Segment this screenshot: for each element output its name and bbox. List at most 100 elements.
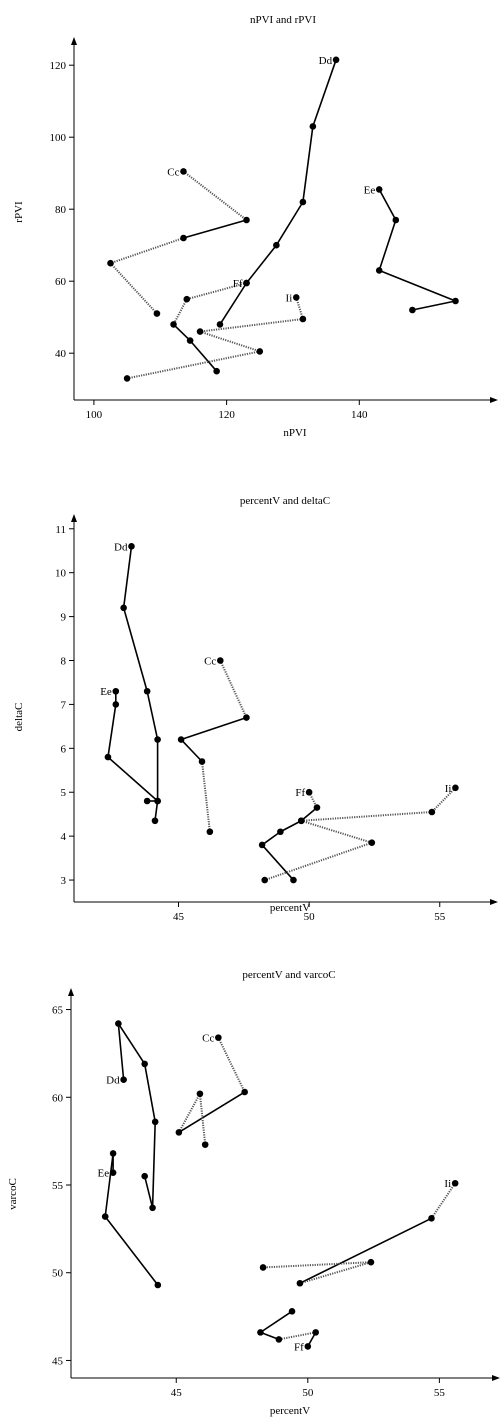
data-point bbox=[143, 687, 151, 695]
data-point bbox=[170, 321, 177, 328]
data-point bbox=[186, 337, 194, 344]
x-tick-label: 55 bbox=[434, 1387, 446, 1399]
data-point bbox=[367, 1258, 375, 1266]
data-point bbox=[104, 753, 112, 761]
x-axis-label: nPVI bbox=[283, 427, 307, 439]
series-segment bbox=[199, 318, 304, 333]
x-axis-arrow bbox=[490, 397, 498, 403]
series-segment bbox=[143, 1063, 156, 1122]
series-label: Ee bbox=[364, 184, 376, 196]
data-point bbox=[257, 1329, 264, 1336]
series-label: Cc bbox=[202, 1033, 214, 1045]
data-point bbox=[305, 788, 313, 796]
series-ee: Ee bbox=[100, 686, 161, 825]
data-point bbox=[123, 375, 131, 382]
data-point bbox=[206, 828, 214, 836]
series-label: Dd bbox=[106, 1075, 120, 1087]
x-tick-label: 45 bbox=[173, 911, 185, 923]
data-point bbox=[112, 687, 120, 695]
data-point bbox=[154, 1281, 162, 1289]
data-point bbox=[141, 1172, 148, 1180]
data-point bbox=[288, 1308, 296, 1315]
chart-marks: Dd Ee Cc Ii Ff bbox=[97, 1020, 459, 1353]
series-dd: Dd bbox=[114, 541, 161, 805]
series-segment bbox=[263, 1261, 372, 1269]
x-tick-label: 45 bbox=[171, 1387, 183, 1399]
chart-axes bbox=[68, 988, 500, 1381]
y-tick-label: 60 bbox=[52, 1092, 64, 1104]
data-point bbox=[452, 297, 459, 305]
data-point bbox=[290, 876, 297, 884]
series-segment bbox=[186, 282, 247, 301]
data-point bbox=[261, 876, 269, 884]
series-segment bbox=[219, 660, 248, 719]
series-segment bbox=[122, 546, 133, 608]
data-point bbox=[180, 168, 187, 175]
y-tick-label: 3 bbox=[61, 875, 67, 887]
series-segment bbox=[117, 1023, 146, 1065]
series-segment bbox=[189, 340, 218, 372]
y-tick-label: 9 bbox=[61, 612, 67, 624]
series-ii: Ii bbox=[123, 292, 307, 382]
series-label: Cc bbox=[167, 166, 179, 178]
series-segment bbox=[201, 761, 211, 832]
series-segment bbox=[178, 1093, 201, 1133]
y-tick-label: 5 bbox=[61, 787, 67, 799]
series-segment bbox=[172, 298, 188, 325]
series-label: Ii bbox=[444, 1178, 451, 1190]
data-point bbox=[216, 321, 224, 328]
chart-npvi-rpvi: nPVI and rPVI 100 120 140 40 60 80 100 120 Cc Dd… bbox=[13, 14, 498, 439]
series-cc: Cc bbox=[107, 166, 250, 317]
y-tick-label: 40 bbox=[55, 348, 67, 360]
data-point bbox=[259, 1264, 267, 1271]
y-axis-label: deltaC bbox=[13, 703, 25, 732]
series-segment bbox=[107, 756, 159, 802]
series-segment bbox=[378, 269, 456, 302]
series-ff: Ff bbox=[258, 787, 321, 884]
data-point bbox=[243, 279, 250, 287]
data-point bbox=[304, 1343, 312, 1350]
y-tick-label: 50 bbox=[52, 1268, 64, 1280]
series-segment bbox=[122, 607, 148, 692]
y-axis-label: rPVI bbox=[13, 201, 25, 223]
y-tick-label: 10 bbox=[55, 568, 67, 580]
data-point bbox=[375, 186, 383, 193]
data-point bbox=[241, 1088, 248, 1096]
series-ee: Ee bbox=[364, 184, 459, 314]
series-segment bbox=[199, 330, 261, 353]
y-tick-label: 45 bbox=[52, 1355, 64, 1367]
data-point bbox=[273, 241, 280, 249]
data-point bbox=[256, 348, 264, 355]
data-point bbox=[296, 1279, 304, 1287]
series-segment bbox=[151, 1121, 156, 1208]
data-point bbox=[258, 841, 266, 849]
series-segment bbox=[143, 1176, 154, 1209]
data-point bbox=[180, 234, 187, 242]
series-segment bbox=[117, 1023, 125, 1080]
data-point bbox=[143, 797, 151, 805]
series-segment bbox=[183, 219, 247, 239]
y-tick-label: 55 bbox=[52, 1180, 64, 1192]
data-point bbox=[112, 701, 120, 708]
series-segment bbox=[109, 262, 158, 315]
y-tick-label: 60 bbox=[55, 276, 67, 288]
series-segment bbox=[295, 297, 304, 320]
series-segment bbox=[217, 1037, 246, 1093]
data-point bbox=[452, 784, 459, 792]
series-segment bbox=[178, 1091, 246, 1134]
x-tick-label: 50 bbox=[304, 911, 316, 923]
series-label: Ii bbox=[445, 783, 452, 795]
y-tick-label: 7 bbox=[61, 699, 67, 711]
series-label: Dd bbox=[114, 541, 128, 553]
series-segment bbox=[378, 189, 397, 221]
series-segment bbox=[312, 59, 337, 127]
x-tick-label: 50 bbox=[302, 1387, 314, 1399]
series-segment bbox=[431, 787, 457, 813]
chart-title: percentV and deltaC bbox=[240, 495, 330, 507]
series-cc: Cc bbox=[175, 1033, 248, 1148]
data-point bbox=[332, 56, 340, 64]
series-segment bbox=[300, 806, 318, 822]
data-point bbox=[196, 1090, 204, 1098]
x-axis-arrow bbox=[492, 1375, 500, 1381]
series-cc: Cc bbox=[177, 656, 250, 836]
